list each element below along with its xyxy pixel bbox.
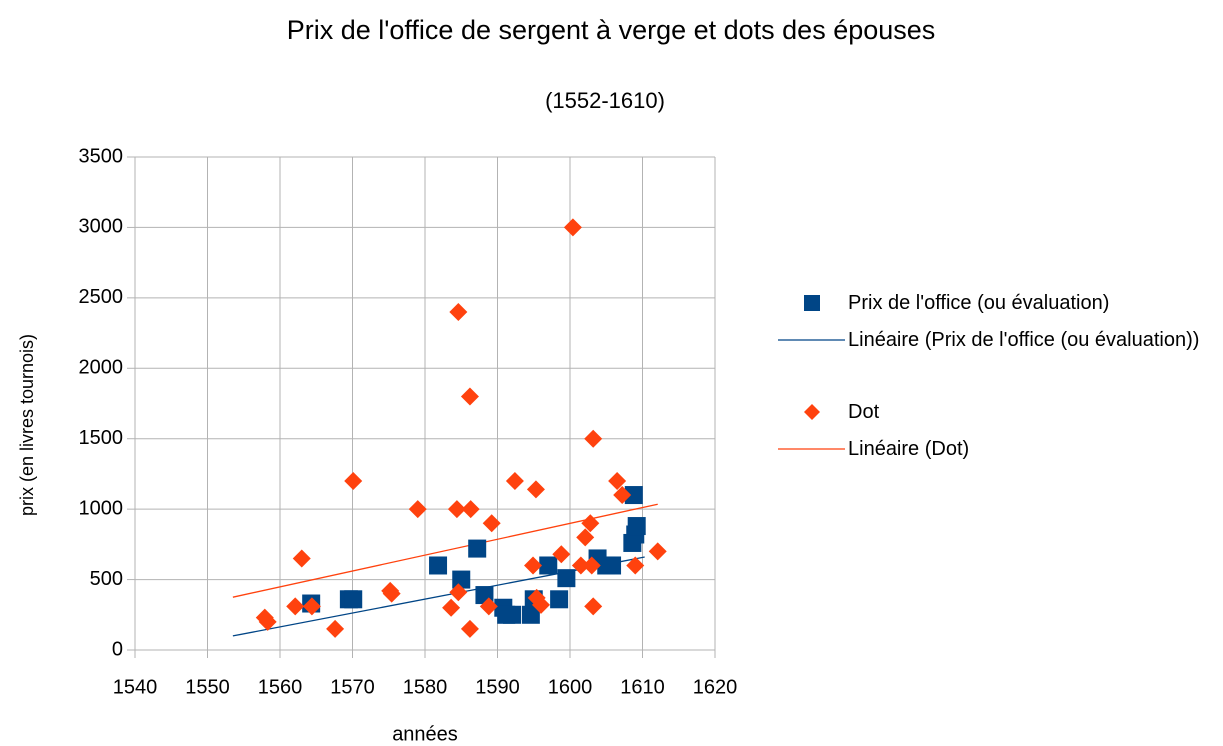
point [603, 556, 622, 575]
point [524, 556, 543, 575]
point [539, 556, 558, 575]
y-tick-label: 500 [90, 568, 123, 590]
legend-label: Linéaire (Prix de l'office (ou évaluatio… [848, 329, 1200, 351]
legend-marker [804, 404, 820, 420]
point [613, 486, 632, 505]
x-tick-label: 1600 [548, 676, 593, 698]
legend-label: Prix de l'office (ou évaluation) [848, 292, 1110, 314]
trend-line [232, 556, 645, 637]
point [552, 545, 571, 564]
point [442, 598, 461, 617]
point [576, 528, 595, 547]
x-tick-label: 1610 [620, 676, 665, 698]
point [461, 500, 480, 519]
point [505, 471, 524, 490]
y-axis-label: prix (en livres tournois) [17, 334, 37, 516]
point [344, 590, 363, 609]
point [452, 570, 471, 589]
point [292, 549, 311, 568]
point [460, 387, 479, 406]
point [479, 597, 498, 616]
chart-title: Prix de l'office de sergent à verge et d… [287, 15, 936, 45]
point [447, 500, 466, 519]
point [582, 556, 601, 575]
point [344, 471, 363, 490]
point [627, 517, 646, 536]
x-tick-label: 1550 [185, 676, 230, 698]
x-tick-label: 1540 [113, 676, 158, 698]
point [557, 569, 576, 588]
point [584, 429, 603, 448]
point [581, 514, 600, 533]
point [550, 590, 569, 609]
x-tick-label: 1570 [330, 676, 375, 698]
point [648, 542, 667, 561]
point [563, 218, 582, 237]
point [286, 597, 305, 616]
point [382, 584, 401, 603]
y-tick-label: 2000 [79, 357, 124, 379]
x-tick-label: 1580 [403, 676, 448, 698]
y-tick-label: 3500 [79, 145, 124, 167]
y-tick-label: 3000 [79, 216, 124, 238]
y-tick-label: 1500 [79, 427, 124, 449]
point [571, 556, 590, 575]
point [449, 302, 468, 321]
point [468, 539, 487, 558]
point [460, 619, 479, 638]
point [532, 595, 550, 614]
point [626, 556, 645, 575]
x-tick-label: 1590 [475, 676, 520, 698]
point [608, 471, 627, 490]
x-tick-label: 1560 [258, 676, 303, 698]
x-axis-label: années [392, 723, 458, 745]
point [408, 500, 427, 519]
chart-subtitle: (1552-1610) [545, 88, 665, 113]
point [258, 612, 277, 631]
y-tick-label: 0 [112, 638, 123, 660]
point [521, 605, 540, 624]
y-tick-label: 2500 [79, 286, 124, 308]
legend-label: Dot [848, 401, 880, 423]
point [526, 480, 545, 499]
point [449, 583, 468, 602]
point [503, 605, 521, 624]
point [584, 597, 603, 616]
point [326, 619, 345, 638]
point [302, 597, 321, 616]
x-tick-label: 1620 [693, 676, 738, 698]
y-tick-label: 1000 [79, 497, 124, 519]
legend-label: Linéaire (Dot) [848, 438, 970, 460]
point [624, 486, 643, 505]
legend-marker [804, 295, 820, 311]
point [429, 556, 448, 575]
point [482, 514, 501, 533]
